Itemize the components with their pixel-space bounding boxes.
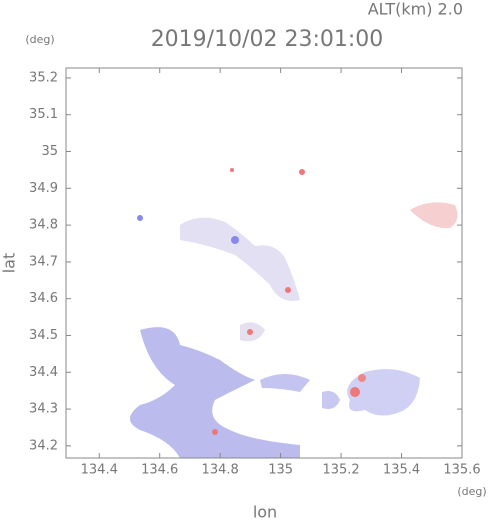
y-tick-label: 34.5 (29, 328, 58, 343)
x-tick-label: 135.6 (443, 463, 480, 478)
y-label: lat (0, 253, 19, 274)
y-tick-label: 34.8 (29, 218, 58, 233)
x-tick-label: 135.2 (322, 463, 359, 478)
x-tick-label: 135 (268, 463, 293, 478)
x-label: lon (253, 503, 277, 522)
y-tick-label: 34.2 (29, 438, 58, 453)
y-tick-label: 34.6 (29, 291, 58, 306)
echo-field (130, 168, 458, 458)
y-tick-label: 34.4 (29, 365, 58, 380)
plot-frame (65, 67, 463, 459)
y-unit: (deg) (25, 33, 54, 46)
y-tick-label: 35.2 (29, 70, 58, 85)
chart-subtitle: ALT(km) 2.0 (368, 0, 463, 19)
x-tick-label: 134.4 (81, 463, 118, 478)
x-tick-label: 134.6 (141, 463, 178, 478)
y-tick-label: 34.9 (29, 181, 58, 196)
y-tick-label: 34.3 (29, 402, 58, 417)
y-tick-label: 35.1 (29, 107, 58, 122)
x-tick-label: 135.4 (383, 463, 420, 478)
x-tick-label: 134.8 (202, 463, 239, 478)
y-tick-label: 34.7 (29, 254, 58, 269)
x-unit: (deg) (457, 485, 486, 498)
y-tick-label: 35 (41, 144, 58, 159)
chart-title: 2019/10/02 23:01:00 (151, 27, 384, 52)
